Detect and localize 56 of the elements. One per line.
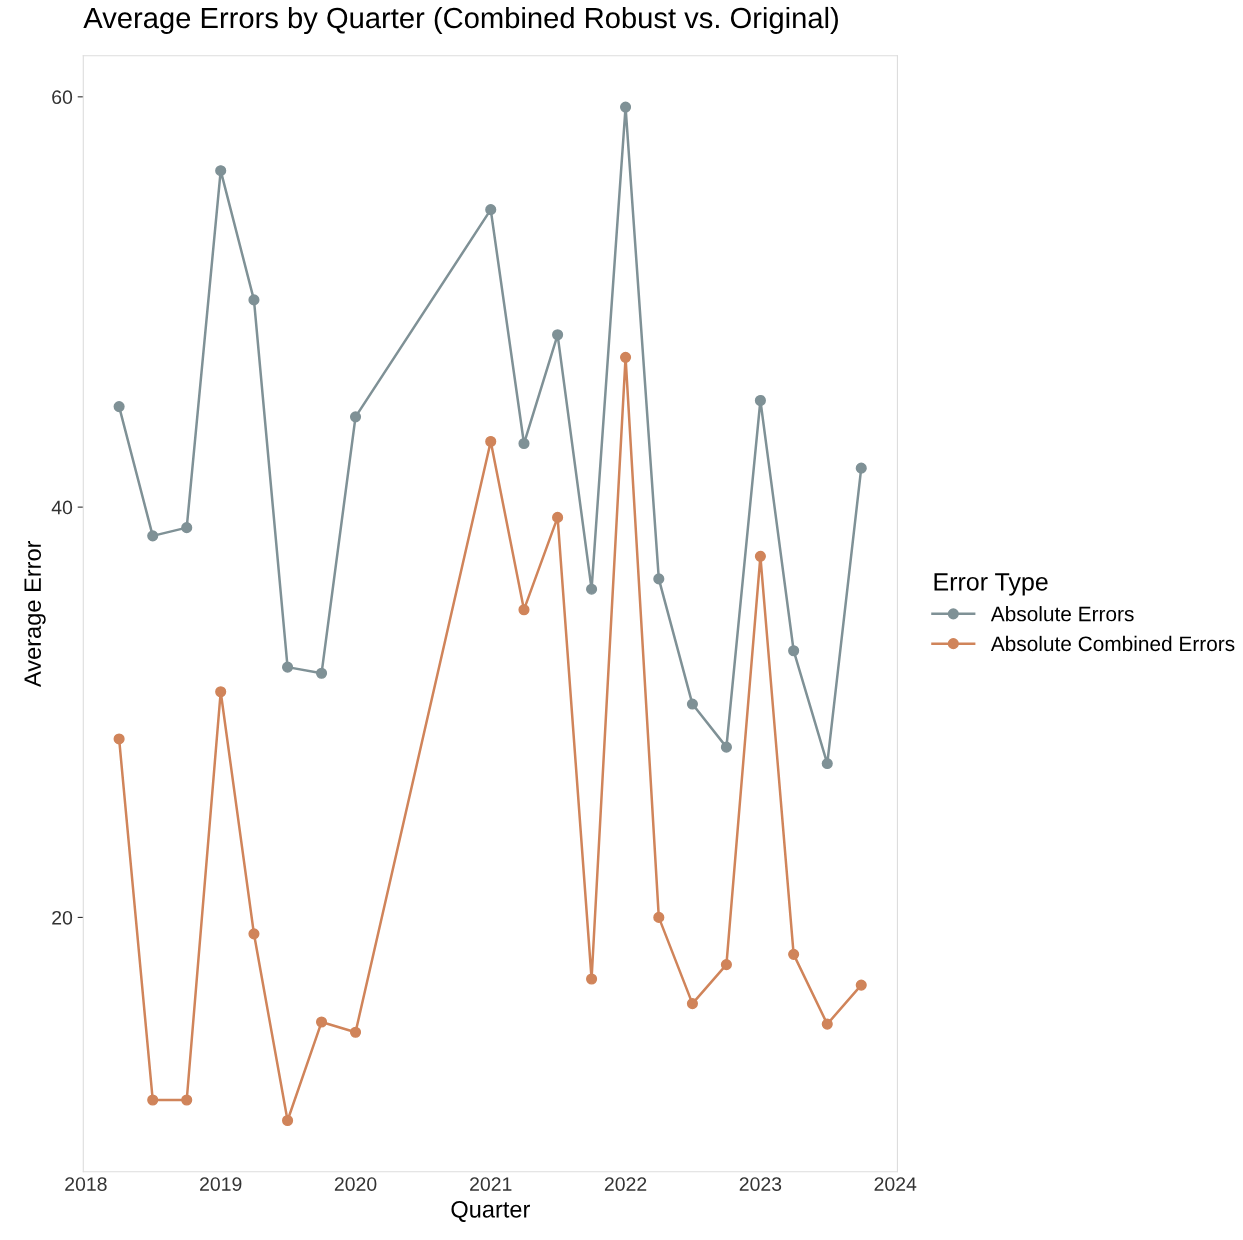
point — [485, 435, 497, 448]
legend-title: Error Type — [934, 573, 1048, 596]
y-tick-label: 60 — [52, 90, 73, 105]
x-tick-label: 2019 — [200, 1177, 242, 1191]
point — [686, 698, 698, 710]
point — [215, 686, 227, 698]
point — [653, 573, 665, 585]
point — [147, 530, 159, 542]
point — [720, 741, 732, 753]
x-tick-label: 2022 — [604, 1177, 647, 1191]
point — [855, 462, 867, 474]
x-tick-label: 2024 — [874, 1177, 917, 1191]
legend-label: Absolute Errors — [990, 606, 1134, 622]
point — [315, 667, 328, 679]
point — [754, 550, 766, 562]
point — [552, 329, 564, 341]
x-tick-label: 2023 — [739, 1177, 782, 1191]
point — [620, 351, 632, 363]
point — [349, 1026, 362, 1038]
point — [248, 294, 260, 306]
point — [620, 101, 632, 113]
point — [248, 928, 260, 940]
x-tick-label: 2020 — [334, 1177, 377, 1191]
point — [181, 522, 193, 534]
point — [282, 661, 294, 673]
legend-label: Absolute Combined Errors — [990, 635, 1235, 652]
point — [315, 1016, 328, 1028]
point — [349, 411, 362, 423]
y-tick-label: 20 — [52, 910, 73, 925]
x-tick-label: 2021 — [470, 1177, 512, 1191]
point — [720, 959, 732, 971]
point — [282, 1114, 294, 1127]
point — [788, 948, 800, 960]
point — [586, 973, 598, 985]
chart-title: Average Errors by Quarter (Combined Robust vs. Original) — [83, 6, 838, 35]
point — [586, 583, 598, 595]
point — [653, 911, 665, 923]
point — [147, 1094, 159, 1106]
point — [113, 733, 125, 745]
point — [821, 758, 833, 770]
x-tick-label: 2018 — [65, 1177, 107, 1191]
y-tick-label: 40 — [51, 500, 73, 515]
point — [552, 511, 564, 523]
y-axis-title: Average Error — [24, 540, 46, 688]
point — [855, 979, 867, 991]
point — [518, 604, 530, 616]
point — [215, 165, 227, 177]
point — [518, 437, 530, 450]
point — [788, 645, 800, 657]
point — [113, 401, 125, 413]
x-axis-title: Quarter — [451, 1200, 530, 1222]
point — [485, 204, 497, 216]
point — [181, 1094, 193, 1106]
point — [821, 1018, 833, 1030]
point — [686, 998, 698, 1010]
point — [754, 394, 766, 407]
